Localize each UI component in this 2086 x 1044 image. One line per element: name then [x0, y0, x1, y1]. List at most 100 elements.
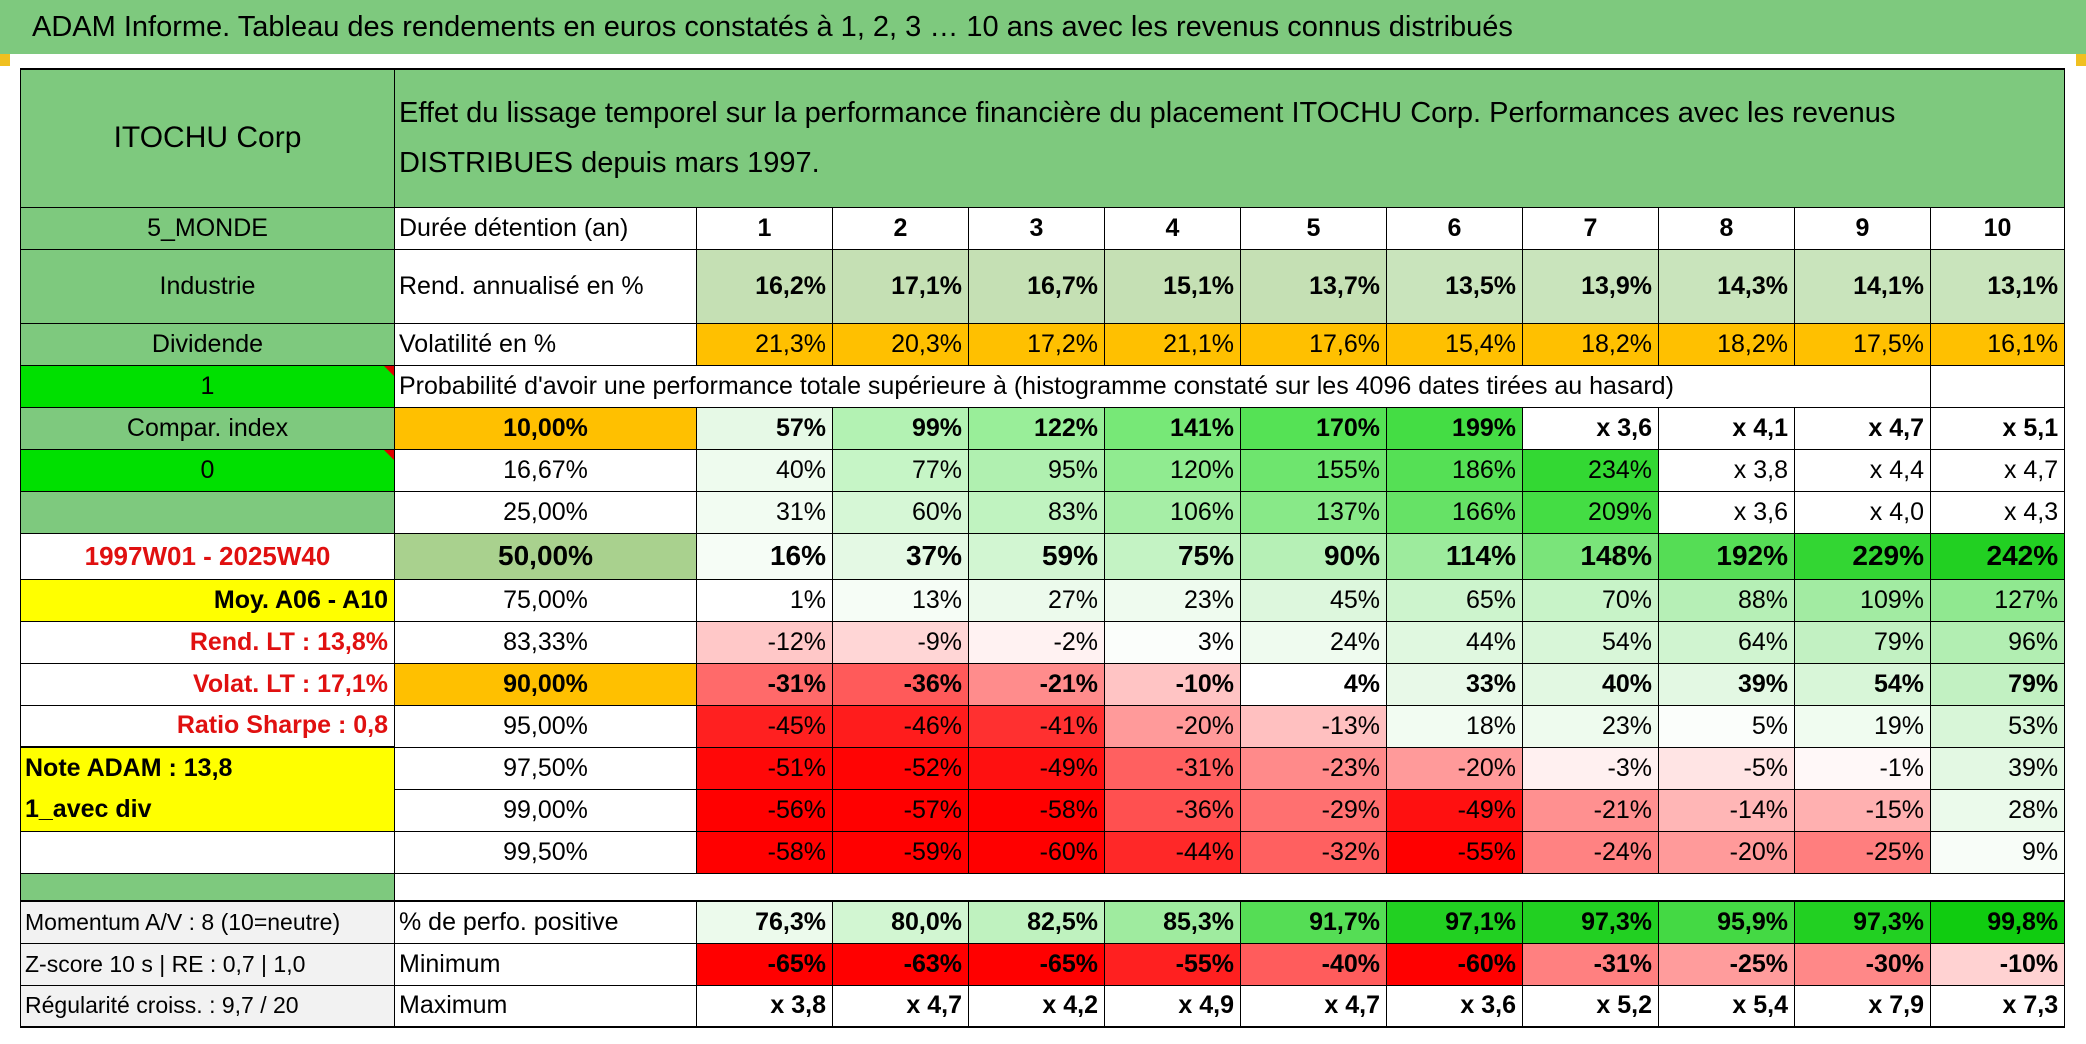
probability-cell: x 4,0	[1794, 490, 1931, 534]
probability-cell: -10%	[1104, 662, 1241, 706]
probability-cell: 57%	[696, 406, 833, 450]
positive-cell: 85,3%	[1104, 900, 1241, 944]
probability-cell: 54%	[1794, 662, 1931, 706]
return-cell: 13,9%	[1522, 248, 1659, 324]
zone-label: 5_MONDE	[20, 206, 395, 250]
momentum-label: Momentum A/V : 8 (10=neutre)	[20, 900, 395, 944]
year-header: 7	[1522, 206, 1659, 250]
maximum-cell: x 3,6	[1386, 984, 1523, 1028]
report-title: ADAM Informe. Tableau des rendements en …	[0, 0, 2086, 54]
volatility-cell: 17,5%	[1794, 322, 1931, 366]
probability-cell: -5%	[1658, 746, 1795, 790]
probability-cell: -29%	[1240, 788, 1387, 832]
year-header: 6	[1386, 206, 1523, 250]
input-cell-2[interactable]: 0	[20, 448, 395, 492]
probability-cell: 186%	[1386, 448, 1523, 492]
probability-cell: -20%	[1386, 746, 1523, 790]
volatility-cell: 21,1%	[1104, 322, 1241, 366]
probability-cell: 127%	[1929, 578, 2066, 622]
maximum-cell: x 3,8	[696, 984, 833, 1028]
threshold-cell: 75,00%	[394, 578, 697, 622]
zscore-label: Z-score 10 s | RE : 0,7 | 1,0	[20, 942, 395, 986]
probability-cell: 229%	[1794, 532, 1931, 580]
year-header: 9	[1794, 206, 1931, 250]
positive-cell: 95,9%	[1658, 900, 1795, 944]
regularity-label: Régularité croiss. : 9,7 / 20	[20, 984, 395, 1028]
probability-cell: -2%	[968, 620, 1105, 664]
positive-cell: 80,0%	[832, 900, 969, 944]
probability-cell: 166%	[1386, 490, 1523, 534]
vol-label: Volatilité en %	[394, 322, 697, 366]
probability-cell: 37%	[832, 532, 969, 580]
probability-cell: 192%	[1658, 532, 1795, 580]
probability-cell: 54%	[1522, 620, 1659, 664]
probability-cell: x 4,7	[1794, 406, 1931, 450]
return-cell: 16,7%	[968, 248, 1105, 324]
threshold-cell: 10,00%	[394, 406, 697, 450]
year-header: 10	[1929, 206, 2066, 250]
performance-table: ITOCHU Corp Effet du lissage temporel su…	[20, 68, 2066, 1028]
input-cell-1[interactable]: 1	[20, 364, 395, 408]
probability-cell: 170%	[1240, 406, 1387, 450]
probability-cell: 45%	[1240, 578, 1387, 622]
rend-label: Rend. annualisé en %	[394, 248, 697, 324]
probability-cell: 40%	[696, 448, 833, 492]
probability-cell: -21%	[968, 662, 1105, 706]
threshold-cell: 95,00%	[394, 704, 697, 748]
probability-cell: 24%	[1240, 620, 1387, 664]
probability-cell: -31%	[1104, 746, 1241, 790]
probability-cell: 59%	[968, 532, 1105, 580]
maximum-cell: x 7,3	[1929, 984, 2066, 1028]
probability-cell: 40%	[1522, 662, 1659, 706]
probability-cell: -58%	[968, 788, 1105, 832]
empty-green-cell	[20, 490, 395, 534]
maximum-cell: x 7,9	[1794, 984, 1931, 1028]
probability-cell: 155%	[1240, 448, 1387, 492]
empty-cell	[1794, 364, 1931, 408]
probability-cell: -14%	[1658, 788, 1795, 832]
separator	[393, 872, 2066, 902]
probability-cell: -52%	[832, 746, 969, 790]
probability-cell: x 3,6	[1522, 406, 1659, 450]
year-header: 5	[1240, 206, 1387, 250]
probability-cell: 242%	[1929, 532, 2066, 580]
threshold-cell: 16,67%	[394, 448, 697, 492]
minimum-cell: -65%	[968, 942, 1105, 986]
year-header: 8	[1658, 206, 1795, 250]
probability-cell: 28%	[1929, 788, 2066, 832]
adam-note: Note ADAM : 13,8	[20, 746, 395, 789]
type-label: Dividende	[20, 322, 395, 366]
minimum-cell: -60%	[1386, 942, 1523, 986]
maximum-label: Maximum	[394, 984, 697, 1028]
positive-cell: 97,3%	[1522, 900, 1659, 944]
threshold-cell: 90,00%	[394, 662, 697, 706]
return-cell: 14,1%	[1794, 248, 1931, 324]
probability-cell: -12%	[696, 620, 833, 664]
probability-cell: 199%	[1386, 406, 1523, 450]
volatility-cell: 17,2%	[968, 322, 1105, 366]
probability-cell: 148%	[1522, 532, 1659, 580]
company-name: ITOCHU Corp	[20, 68, 395, 208]
minimum-cell: -10%	[1929, 942, 2066, 986]
probability-cell: 5%	[1658, 704, 1795, 748]
year-header: 1	[696, 206, 833, 250]
maximum-cell: x 4,2	[968, 984, 1105, 1028]
volatility-cell: 18,2%	[1658, 322, 1795, 366]
minimum-cell: -63%	[832, 942, 969, 986]
probability-cell: 23%	[1522, 704, 1659, 748]
maximum-cell: x 5,4	[1658, 984, 1795, 1028]
return-cell: 13,1%	[1929, 248, 2066, 324]
sharpe-ratio: Ratio Sharpe : 0,8	[20, 704, 395, 748]
probability-cell: -44%	[1104, 830, 1241, 874]
probability-cell: 120%	[1104, 448, 1241, 492]
corner-marker	[2076, 54, 2086, 66]
probability-cell: 64%	[1658, 620, 1795, 664]
probability-cell: 9%	[1929, 830, 2066, 874]
probability-cell: x 4,1	[1658, 406, 1795, 450]
probability-cell: -36%	[1104, 788, 1241, 832]
probability-cell: 137%	[1240, 490, 1387, 534]
maximum-cell: x 4,7	[832, 984, 969, 1028]
probability-cell: 65%	[1386, 578, 1523, 622]
probability-cell: x 4,3	[1929, 490, 2066, 534]
positive-cell: 97,3%	[1794, 900, 1931, 944]
